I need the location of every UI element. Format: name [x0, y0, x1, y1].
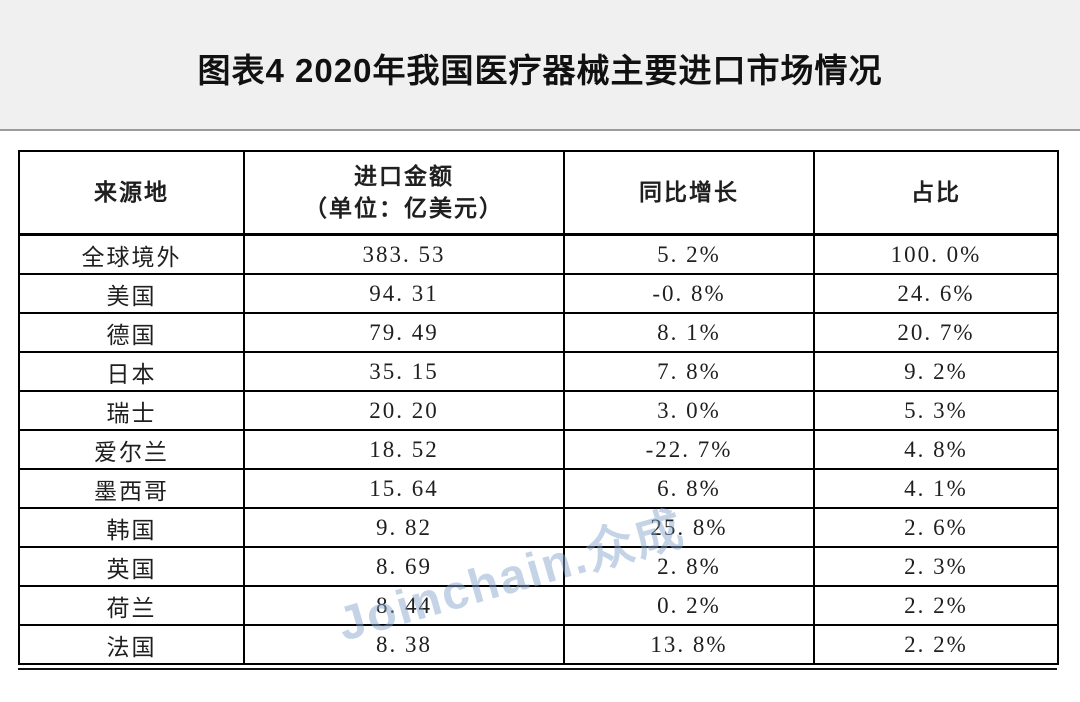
cell-yoy: 25. 8%: [563, 507, 815, 548]
cell-share: 9. 2%: [813, 351, 1059, 392]
header-amount-unit: （单位：亿美元）: [304, 195, 504, 221]
cell-yoy: 5. 2%: [563, 233, 815, 275]
cell-yoy: 3. 0%: [563, 390, 815, 431]
figure-title: 图表4 2020年我国医疗器械主要进口市场情况: [197, 51, 883, 89]
cell-share: 2. 2%: [813, 624, 1059, 665]
header-source-label: 来源地: [94, 179, 169, 205]
cell-source: 全球境外: [18, 233, 245, 275]
table-row: 德国 79. 49 8. 1% 20. 7%: [18, 312, 1059, 353]
table-row: 美国 94. 31 -0. 8% 24. 6%: [18, 273, 1059, 314]
header-amount-label: 进口金额: [354, 163, 454, 189]
cell-share: 2. 3%: [813, 546, 1059, 587]
cell-share: 2. 6%: [813, 507, 1059, 548]
cell-share: 5. 3%: [813, 390, 1059, 431]
cell-source: 瑞士: [18, 390, 245, 431]
table-header-row: 来源地 进口金额 （单位：亿美元） 同比增长 占比: [18, 150, 1059, 236]
table-row: 墨西哥 15. 64 6. 8% 4. 1%: [18, 468, 1059, 509]
header-cell-yoy: 同比增长: [563, 150, 815, 236]
header-yoy-label: 同比增长: [639, 179, 739, 205]
table-body: 全球境外 383. 53 5. 2% 100. 0% 美国 94. 31 -0.…: [18, 233, 1059, 665]
table-row: 荷兰 8. 44 0. 2% 2. 2%: [18, 585, 1059, 626]
cell-amount: 8. 44: [243, 585, 565, 626]
cell-yoy: 7. 8%: [563, 351, 815, 392]
import-market-table: 来源地 进口金额 （单位：亿美元） 同比增长 占比 全球境外 383. 53 5…: [18, 150, 1059, 665]
cell-amount: 8. 38: [243, 624, 565, 665]
cell-yoy: 8. 1%: [563, 312, 815, 353]
cell-share: 100. 0%: [813, 233, 1059, 275]
cell-yoy: -0. 8%: [563, 273, 815, 314]
cell-source: 法国: [18, 624, 245, 665]
table-row: 全球境外 383. 53 5. 2% 100. 0%: [18, 233, 1059, 275]
header-cell-amount: 进口金额 （单位：亿美元）: [243, 150, 565, 236]
cell-amount: 35. 15: [243, 351, 565, 392]
cell-source: 爱尔兰: [18, 429, 245, 470]
cell-yoy: 0. 2%: [563, 585, 815, 626]
cell-source: 日本: [18, 351, 245, 392]
table-row: 爱尔兰 18. 52 -22. 7% 4. 8%: [18, 429, 1059, 470]
cell-yoy: -22. 7%: [563, 429, 815, 470]
cell-source: 荷兰: [18, 585, 245, 626]
table-row: 瑞士 20. 20 3. 0% 5. 3%: [18, 390, 1059, 431]
cell-source: 墨西哥: [18, 468, 245, 509]
content-area: 来源地 进口金额 （单位：亿美元） 同比增长 占比 全球境外 383. 53 5…: [0, 150, 1080, 702]
cell-share: 2. 2%: [813, 585, 1059, 626]
table-bottom-rule: [18, 668, 1057, 670]
cell-yoy: 13. 8%: [563, 624, 815, 665]
cell-source: 英国: [18, 546, 245, 587]
cell-amount: 94. 31: [243, 273, 565, 314]
cell-share: 20. 7%: [813, 312, 1059, 353]
cell-yoy: 2. 8%: [563, 546, 815, 587]
header-cell-share: 占比: [813, 150, 1059, 236]
cell-amount: 9. 82: [243, 507, 565, 548]
cell-share: 4. 8%: [813, 429, 1059, 470]
table-row: 英国 8. 69 2. 8% 2. 3%: [18, 546, 1059, 587]
cell-source: 韩国: [18, 507, 245, 548]
cell-amount: 79. 49: [243, 312, 565, 353]
cell-share: 24. 6%: [813, 273, 1059, 314]
cell-source: 德国: [18, 312, 245, 353]
cell-source: 美国: [18, 273, 245, 314]
header-cell-source: 来源地: [18, 150, 245, 236]
cell-share: 4. 1%: [813, 468, 1059, 509]
header-share-label: 占比: [911, 179, 961, 205]
page-header-band: 图表4 2020年我国医疗器械主要进口市场情况: [0, 0, 1080, 131]
table-row: 日本 35. 15 7. 8% 9. 2%: [18, 351, 1059, 392]
cell-amount: 8. 69: [243, 546, 565, 587]
table-row: 法国 8. 38 13. 8% 2. 2%: [18, 624, 1059, 665]
cell-amount: 20. 20: [243, 390, 565, 431]
cell-amount: 383. 53: [243, 233, 565, 275]
table-row: 韩国 9. 82 25. 8% 2. 6%: [18, 507, 1059, 548]
cell-amount: 18. 52: [243, 429, 565, 470]
cell-amount: 15. 64: [243, 468, 565, 509]
cell-yoy: 6. 8%: [563, 468, 815, 509]
